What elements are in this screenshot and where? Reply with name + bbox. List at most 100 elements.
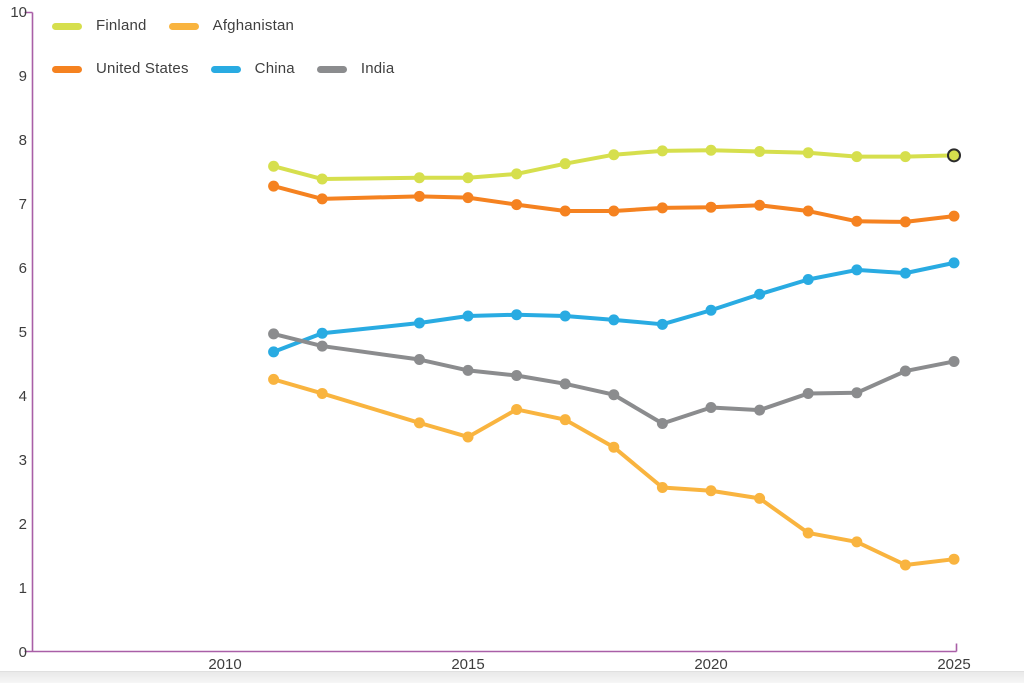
series-united-states [268,180,960,228]
data-point-united-states-2020[interactable] [705,201,717,213]
legend-row-2: United States China India [52,61,416,77]
data-point-china-2020[interactable] [705,304,717,316]
legend-label-china: China [254,60,295,77]
legend-label-united-states: United States [96,60,189,77]
data-point-india-2015[interactable] [462,364,474,376]
data-point-united-states-2018[interactable] [608,205,620,217]
data-point-china-2011[interactable] [268,346,280,358]
data-point-finland-2018[interactable] [608,149,620,161]
series-line-finland [271,148,956,182]
series-line-india [271,331,956,426]
highlighted-point-finland-2025[interactable] [947,148,961,163]
legend-item-china[interactable]: China [210,60,295,77]
data-point-finland-2012[interactable] [316,173,328,185]
data-point-united-states-2014[interactable] [413,190,425,202]
data-point-finland-2011[interactable] [268,160,280,172]
data-point-afghanistan-2021[interactable] [754,492,766,504]
data-point-united-states-2023[interactable] [851,215,863,227]
data-point-india-2024[interactable] [899,365,911,377]
data-point-china-2019[interactable] [656,318,668,330]
data-point-united-states-2022[interactable] [802,205,814,217]
data-point-india-2016[interactable] [511,370,523,382]
y-axis-tick-7: 7 [19,196,27,213]
data-point-china-2018[interactable] [608,314,620,326]
data-point-united-states-2016[interactable] [511,199,523,211]
series-finland [268,144,960,185]
y-axis-tick-0: 0 [19,644,27,661]
data-point-finland-2020[interactable] [705,144,717,156]
y-axis-tick-1: 1 [19,580,27,597]
data-point-china-2017[interactable] [559,310,571,322]
data-point-finland-2024[interactable] [899,151,911,163]
data-point-afghanistan-2017[interactable] [559,414,571,426]
data-point-afghanistan-2012[interactable] [316,387,328,399]
data-point-finland-2022[interactable] [802,147,814,159]
data-point-finland-2016[interactable] [511,168,523,180]
data-point-finland-2023[interactable] [851,151,863,163]
data-point-india-2018[interactable] [608,389,620,401]
data-point-united-states-2011[interactable] [268,180,280,192]
data-point-finland-2017[interactable] [559,158,571,170]
data-point-india-2020[interactable] [705,402,717,414]
data-point-india-2017[interactable] [559,378,571,390]
data-point-afghanistan-2015[interactable] [462,431,474,443]
x-axis-tick-2020: 2020 [694,656,727,673]
data-point-china-2015[interactable] [462,310,474,322]
data-point-united-states-2015[interactable] [462,192,474,204]
legend-row-1: Finland Afghanistan [52,18,416,34]
data-point-finland-2021[interactable] [754,146,766,158]
data-point-india-2023[interactable] [851,387,863,399]
legend-label-afghanistan: Afghanistan [212,17,295,34]
data-point-afghanistan-2011[interactable] [268,373,280,385]
data-point-united-states-2024[interactable] [899,216,911,228]
data-point-china-2021[interactable] [754,288,766,300]
legend-item-india[interactable]: India [316,61,395,77]
data-point-india-2011[interactable] [268,328,280,340]
data-point-china-2025[interactable] [948,257,960,269]
data-point-india-2019[interactable] [656,418,668,430]
y-axis-tick-5: 5 [19,324,27,341]
data-point-afghanistan-2016[interactable] [511,403,523,415]
legend-label-finland: Finland [96,17,147,34]
data-point-united-states-2012[interactable] [316,193,328,205]
data-point-afghanistan-2014[interactable] [413,417,425,429]
data-point-china-2023[interactable] [851,264,863,276]
legend-item-finland[interactable]: Finland [52,18,147,34]
data-point-finland-2015[interactable] [462,172,474,184]
series-line-united-states [271,184,956,224]
data-point-india-2022[interactable] [802,387,814,399]
data-point-united-states-2017[interactable] [559,205,571,217]
legend-item-united-states[interactable]: United States [52,61,189,77]
y-axis-tick-2: 2 [19,516,27,533]
legend-swatch-icon-china [210,65,241,73]
data-point-afghanistan-2018[interactable] [608,441,620,453]
data-point-india-2014[interactable] [413,354,425,366]
data-point-india-2021[interactable] [754,404,766,416]
data-point-china-2014[interactable] [413,317,425,329]
data-point-afghanistan-2025[interactable] [948,553,960,565]
data-point-afghanistan-2020[interactable] [705,485,717,497]
data-point-india-2025[interactable] [948,355,960,367]
data-point-china-2024[interactable] [899,267,911,279]
axis-lines [24,11,958,653]
data-point-afghanistan-2022[interactable] [802,527,814,539]
data-point-finland-2014[interactable] [413,172,425,184]
data-point-afghanistan-2023[interactable] [851,536,863,548]
data-point-finland-2019[interactable] [656,145,668,157]
y-axis-tick-8: 8 [19,132,27,149]
data-point-china-2022[interactable] [802,274,814,286]
legend-item-afghanistan[interactable]: Afghanistan [168,17,295,34]
legend-swatch-icon-afghanistan [168,22,199,30]
data-point-afghanistan-2024[interactable] [899,559,911,571]
y-axis-tick-9: 9 [19,68,27,85]
data-point-china-2012[interactable] [316,327,328,339]
data-point-afghanistan-2019[interactable] [656,482,668,494]
legend-swatch-icon-india [316,65,347,73]
data-point-united-states-2019[interactable] [656,202,668,214]
data-point-india-2012[interactable] [316,340,328,352]
data-point-united-states-2021[interactable] [754,199,766,211]
data-point-china-2016[interactable] [511,309,523,321]
data-point-united-states-2025[interactable] [948,210,960,222]
series-afghanistan [268,373,960,571]
series-line-afghanistan [271,377,956,567]
